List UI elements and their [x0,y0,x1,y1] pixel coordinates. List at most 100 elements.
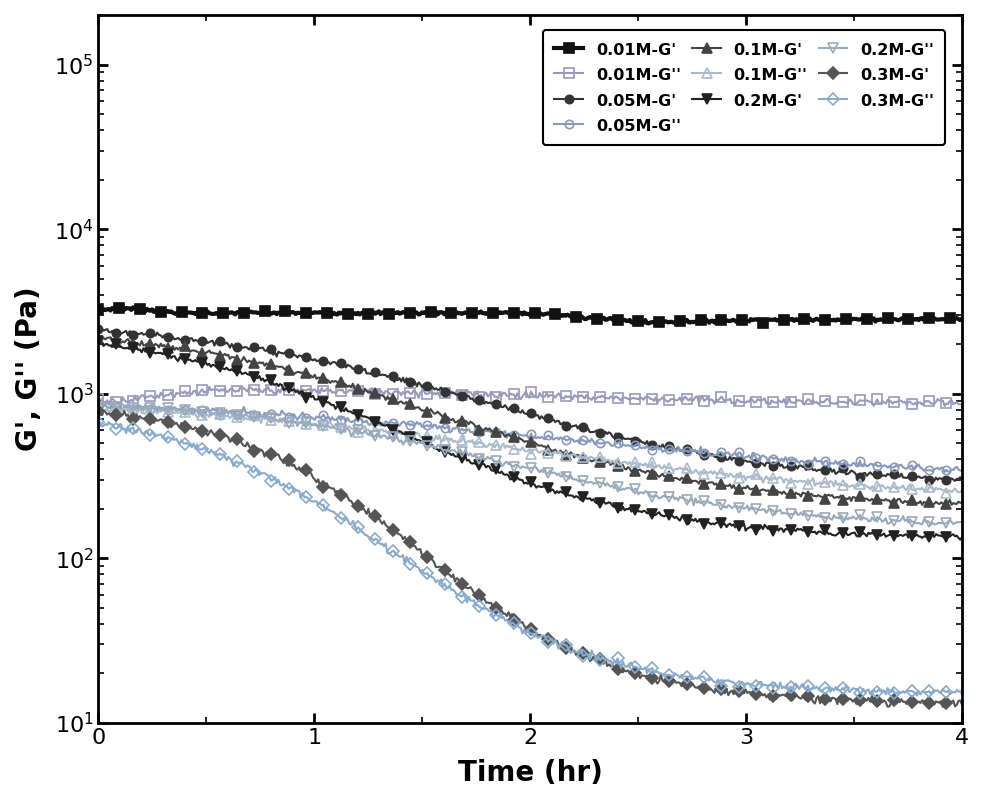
0.1M-G' [510,432,522,442]
0.2M-G' [503,471,515,480]
0.01M-G'' [802,395,814,404]
Line: 0.3M-G'': 0.3M-G'' [94,417,966,699]
0.2M-G'' [802,511,814,520]
0.1M-G'' [608,457,620,467]
Line: 0.2M-G'': 0.2M-G'' [93,396,967,530]
0.1M-G'' [937,486,949,496]
0.3M-G' [939,698,951,707]
0.2M-G' [954,535,966,545]
0.1M-G' [956,498,968,508]
0.01M-G' [939,314,951,324]
0.3M-G' [608,662,620,672]
X-axis label: Time (hr): Time (hr) [458,759,602,787]
0.01M-G' [562,310,574,319]
0.05M-G' [562,419,574,429]
0.05M-G' [928,476,940,486]
0.2M-G'' [96,396,108,406]
0.01M-G'' [956,399,968,409]
0.2M-G' [935,531,947,541]
0.05M-G'' [956,466,968,476]
0.01M-G' [608,314,620,323]
0.1M-G'' [122,403,134,413]
0.3M-G'' [937,684,949,694]
0.3M-G'' [956,689,968,699]
0.2M-G' [956,533,968,542]
Line: 0.2M-G': 0.2M-G' [93,337,967,545]
0.01M-G' [127,302,139,312]
0.01M-G' [956,314,968,323]
0.3M-G' [510,616,522,626]
0.01M-G'' [939,401,951,411]
0.1M-G'' [510,444,522,454]
Line: 0.05M-G'': 0.05M-G'' [94,400,966,476]
0.1M-G' [104,333,116,342]
0.05M-G' [92,324,104,334]
0.3M-G'' [508,618,520,628]
0.1M-G' [939,499,951,508]
0.01M-G'' [510,393,522,403]
0.1M-G' [925,500,937,510]
Line: 0.01M-G': 0.01M-G' [93,302,967,329]
0.3M-G'' [606,661,618,670]
0.1M-G' [802,492,814,501]
0.01M-G'' [505,389,517,399]
0.05M-G' [802,460,814,470]
0.05M-G'' [939,467,951,476]
0.1M-G' [92,334,104,343]
0.05M-G' [608,433,620,443]
0.1M-G'' [802,480,814,489]
0.2M-G' [800,528,812,537]
0.05M-G'' [510,429,522,439]
0.05M-G'' [608,440,620,450]
0.3M-G'' [560,640,572,650]
0.05M-G' [101,324,113,334]
0.3M-G' [937,703,949,712]
0.2M-G'' [925,520,937,530]
0.2M-G'' [92,399,104,409]
0.1M-G' [505,431,517,441]
0.01M-G'' [92,394,104,403]
0.2M-G' [92,337,104,346]
0.3M-G' [956,699,968,709]
Legend: 0.01M-G', 0.01M-G'', 0.05M-G', 0.05M-G'', 0.1M-G', 0.1M-G'', 0.2M-G', 0.2M-G'', : 0.01M-G', 0.01M-G'', 0.05M-G', 0.05M-G''… [543,30,946,145]
Line: 0.1M-G'': 0.1M-G'' [93,403,967,497]
0.05M-G' [939,472,951,482]
0.3M-G' [111,405,123,415]
0.05M-G' [956,476,968,485]
0.3M-G'' [503,617,515,626]
0.01M-G'' [562,392,574,402]
0.1M-G' [562,450,574,460]
0.2M-G'' [939,519,951,529]
0.01M-G'' [608,394,620,403]
0.05M-G'' [92,401,104,411]
0.1M-G'' [505,441,517,451]
0.01M-G' [92,304,104,314]
0.2M-G' [560,487,572,496]
0.05M-G'' [802,459,814,468]
Line: 0.05M-G': 0.05M-G' [94,325,966,485]
0.1M-G'' [92,405,104,415]
0.3M-G'' [800,684,812,694]
0.01M-G'' [937,396,949,406]
0.2M-G'' [505,459,517,468]
0.2M-G'' [510,460,522,469]
Line: 0.1M-G': 0.1M-G' [93,333,967,510]
0.01M-G' [510,310,522,320]
0.01M-G'' [204,382,215,391]
Y-axis label: G', G'' (Pa): G', G'' (Pa) [15,286,43,452]
0.3M-G'' [911,691,923,700]
0.2M-G'' [608,484,620,493]
0.1M-G'' [562,451,574,460]
0.05M-G'' [937,463,949,472]
0.05M-G' [510,405,522,415]
0.3M-G' [562,641,574,650]
0.05M-G'' [106,399,118,409]
0.2M-G'' [562,472,574,481]
0.2M-G'' [956,517,968,527]
0.3M-G' [92,407,104,416]
0.1M-G'' [941,488,953,497]
Line: 0.01M-G'': 0.01M-G'' [93,382,967,411]
0.2M-G' [606,500,618,510]
0.01M-G' [505,309,517,318]
0.01M-G' [804,314,816,323]
